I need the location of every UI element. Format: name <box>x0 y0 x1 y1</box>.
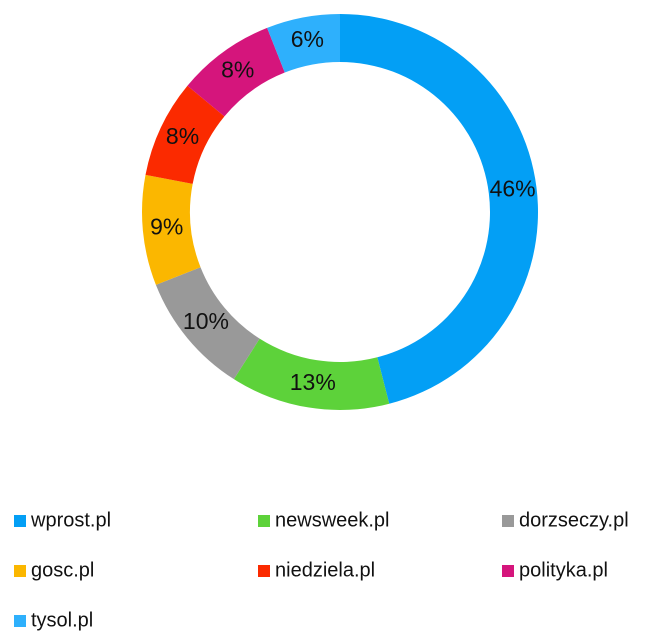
legend-swatch <box>258 565 270 577</box>
legend-label: gosc.pl <box>31 559 94 581</box>
data-label: 8% <box>166 123 199 149</box>
legend-label: polityka.pl <box>519 559 608 581</box>
donut-segment <box>155 267 260 380</box>
data-label: 13% <box>290 369 336 395</box>
data-label: 10% <box>183 308 229 334</box>
legend-label: tysol.pl <box>31 609 93 631</box>
legend-swatch <box>502 565 514 577</box>
donut-segment <box>267 14 340 73</box>
legend-label: wprost.pl <box>30 509 111 531</box>
legend-swatch <box>14 515 26 527</box>
donut-segment <box>145 85 225 184</box>
donut-segment <box>340 14 538 404</box>
legend-swatch <box>14 615 26 627</box>
data-label: 9% <box>150 213 183 239</box>
legend-label: niedziela.pl <box>275 559 375 581</box>
legend-label: newsweek.pl <box>275 509 390 531</box>
donut-segment <box>142 174 201 285</box>
data-label: 6% <box>291 26 324 52</box>
donut-segment <box>233 338 390 410</box>
legend-swatch <box>502 515 514 527</box>
data-label: 8% <box>221 56 254 82</box>
data-label: 46% <box>490 175 536 201</box>
legend-label: dorzseczy.pl <box>519 509 629 531</box>
legend-swatch <box>258 515 270 527</box>
legend-swatch <box>14 565 26 577</box>
donut-segment <box>187 27 285 117</box>
